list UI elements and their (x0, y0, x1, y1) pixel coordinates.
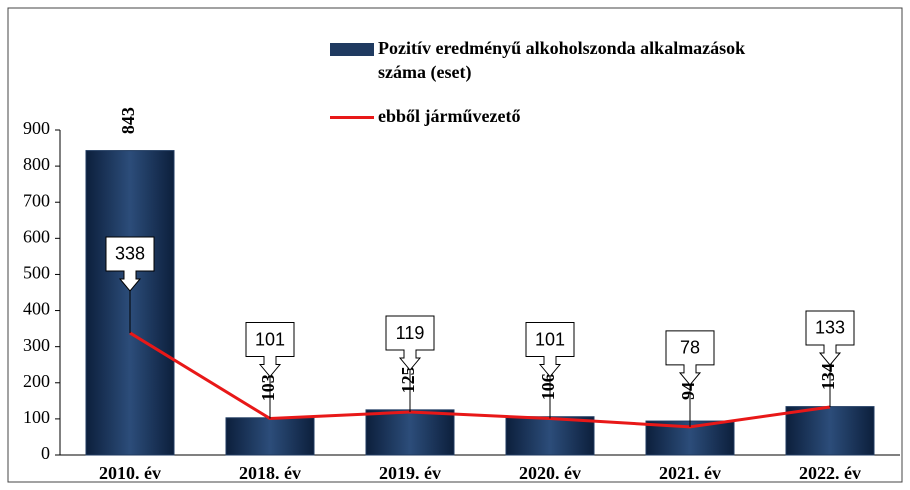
bar (505, 416, 595, 456)
y-tick-label: 400 (23, 299, 50, 319)
legend-line: ebből járművezető (330, 104, 520, 128)
y-tick-label: 200 (23, 371, 50, 391)
callout (805, 310, 855, 366)
callout (525, 322, 575, 378)
bar-value-label: 134 (818, 363, 838, 390)
bar-value-label: 843 (118, 107, 138, 134)
legend-swatch (330, 116, 374, 120)
bar (225, 417, 315, 456)
legend-label: ebből járművezető (378, 106, 521, 126)
x-tick-label: 2010. év (99, 463, 161, 483)
y-tick-label: 300 (23, 335, 50, 355)
x-tick-label: 2020. év (519, 463, 581, 483)
line-value-label: 133 (815, 318, 845, 338)
callout (105, 236, 155, 292)
line-value-label: 119 (396, 323, 425, 343)
x-tick-label: 2018. év (239, 463, 301, 483)
line-value-label: 338 (115, 244, 145, 264)
bar-value-label: 106 (538, 373, 558, 400)
y-tick-label: 800 (23, 154, 50, 174)
line (129, 331, 831, 429)
y-tick-label: 700 (23, 190, 50, 210)
bar (785, 406, 875, 456)
line-value-label: 101 (535, 329, 565, 349)
x-tick-label: 2019. év (379, 463, 441, 483)
bar-value-label: 94 (678, 382, 698, 400)
y-tick-label: 500 (23, 263, 50, 283)
y-tick-label: 900 (23, 118, 50, 138)
y-tick-label: 0 (41, 443, 50, 463)
callout (245, 322, 295, 378)
callout (385, 315, 435, 371)
y-tick-label: 600 (23, 226, 50, 246)
callout (665, 330, 715, 386)
bar-value-label: 103 (258, 374, 278, 401)
legend-swatch (330, 43, 374, 57)
line-value-label: 78 (680, 338, 700, 358)
legend-bar: Pozitív eredményű alkoholszonda alkalmaz… (330, 36, 758, 84)
bar (365, 409, 455, 456)
x-tick-label: 2022. év (799, 463, 861, 483)
legend-label: Pozitív eredményű alkoholszonda alkalmaz… (378, 38, 746, 82)
chart-border (7, 7, 903, 483)
line-value-label: 101 (255, 329, 285, 349)
bar-value-label: 125 (398, 366, 418, 393)
y-tick-label: 100 (23, 407, 50, 427)
x-tick-label: 2021. év (659, 463, 721, 483)
